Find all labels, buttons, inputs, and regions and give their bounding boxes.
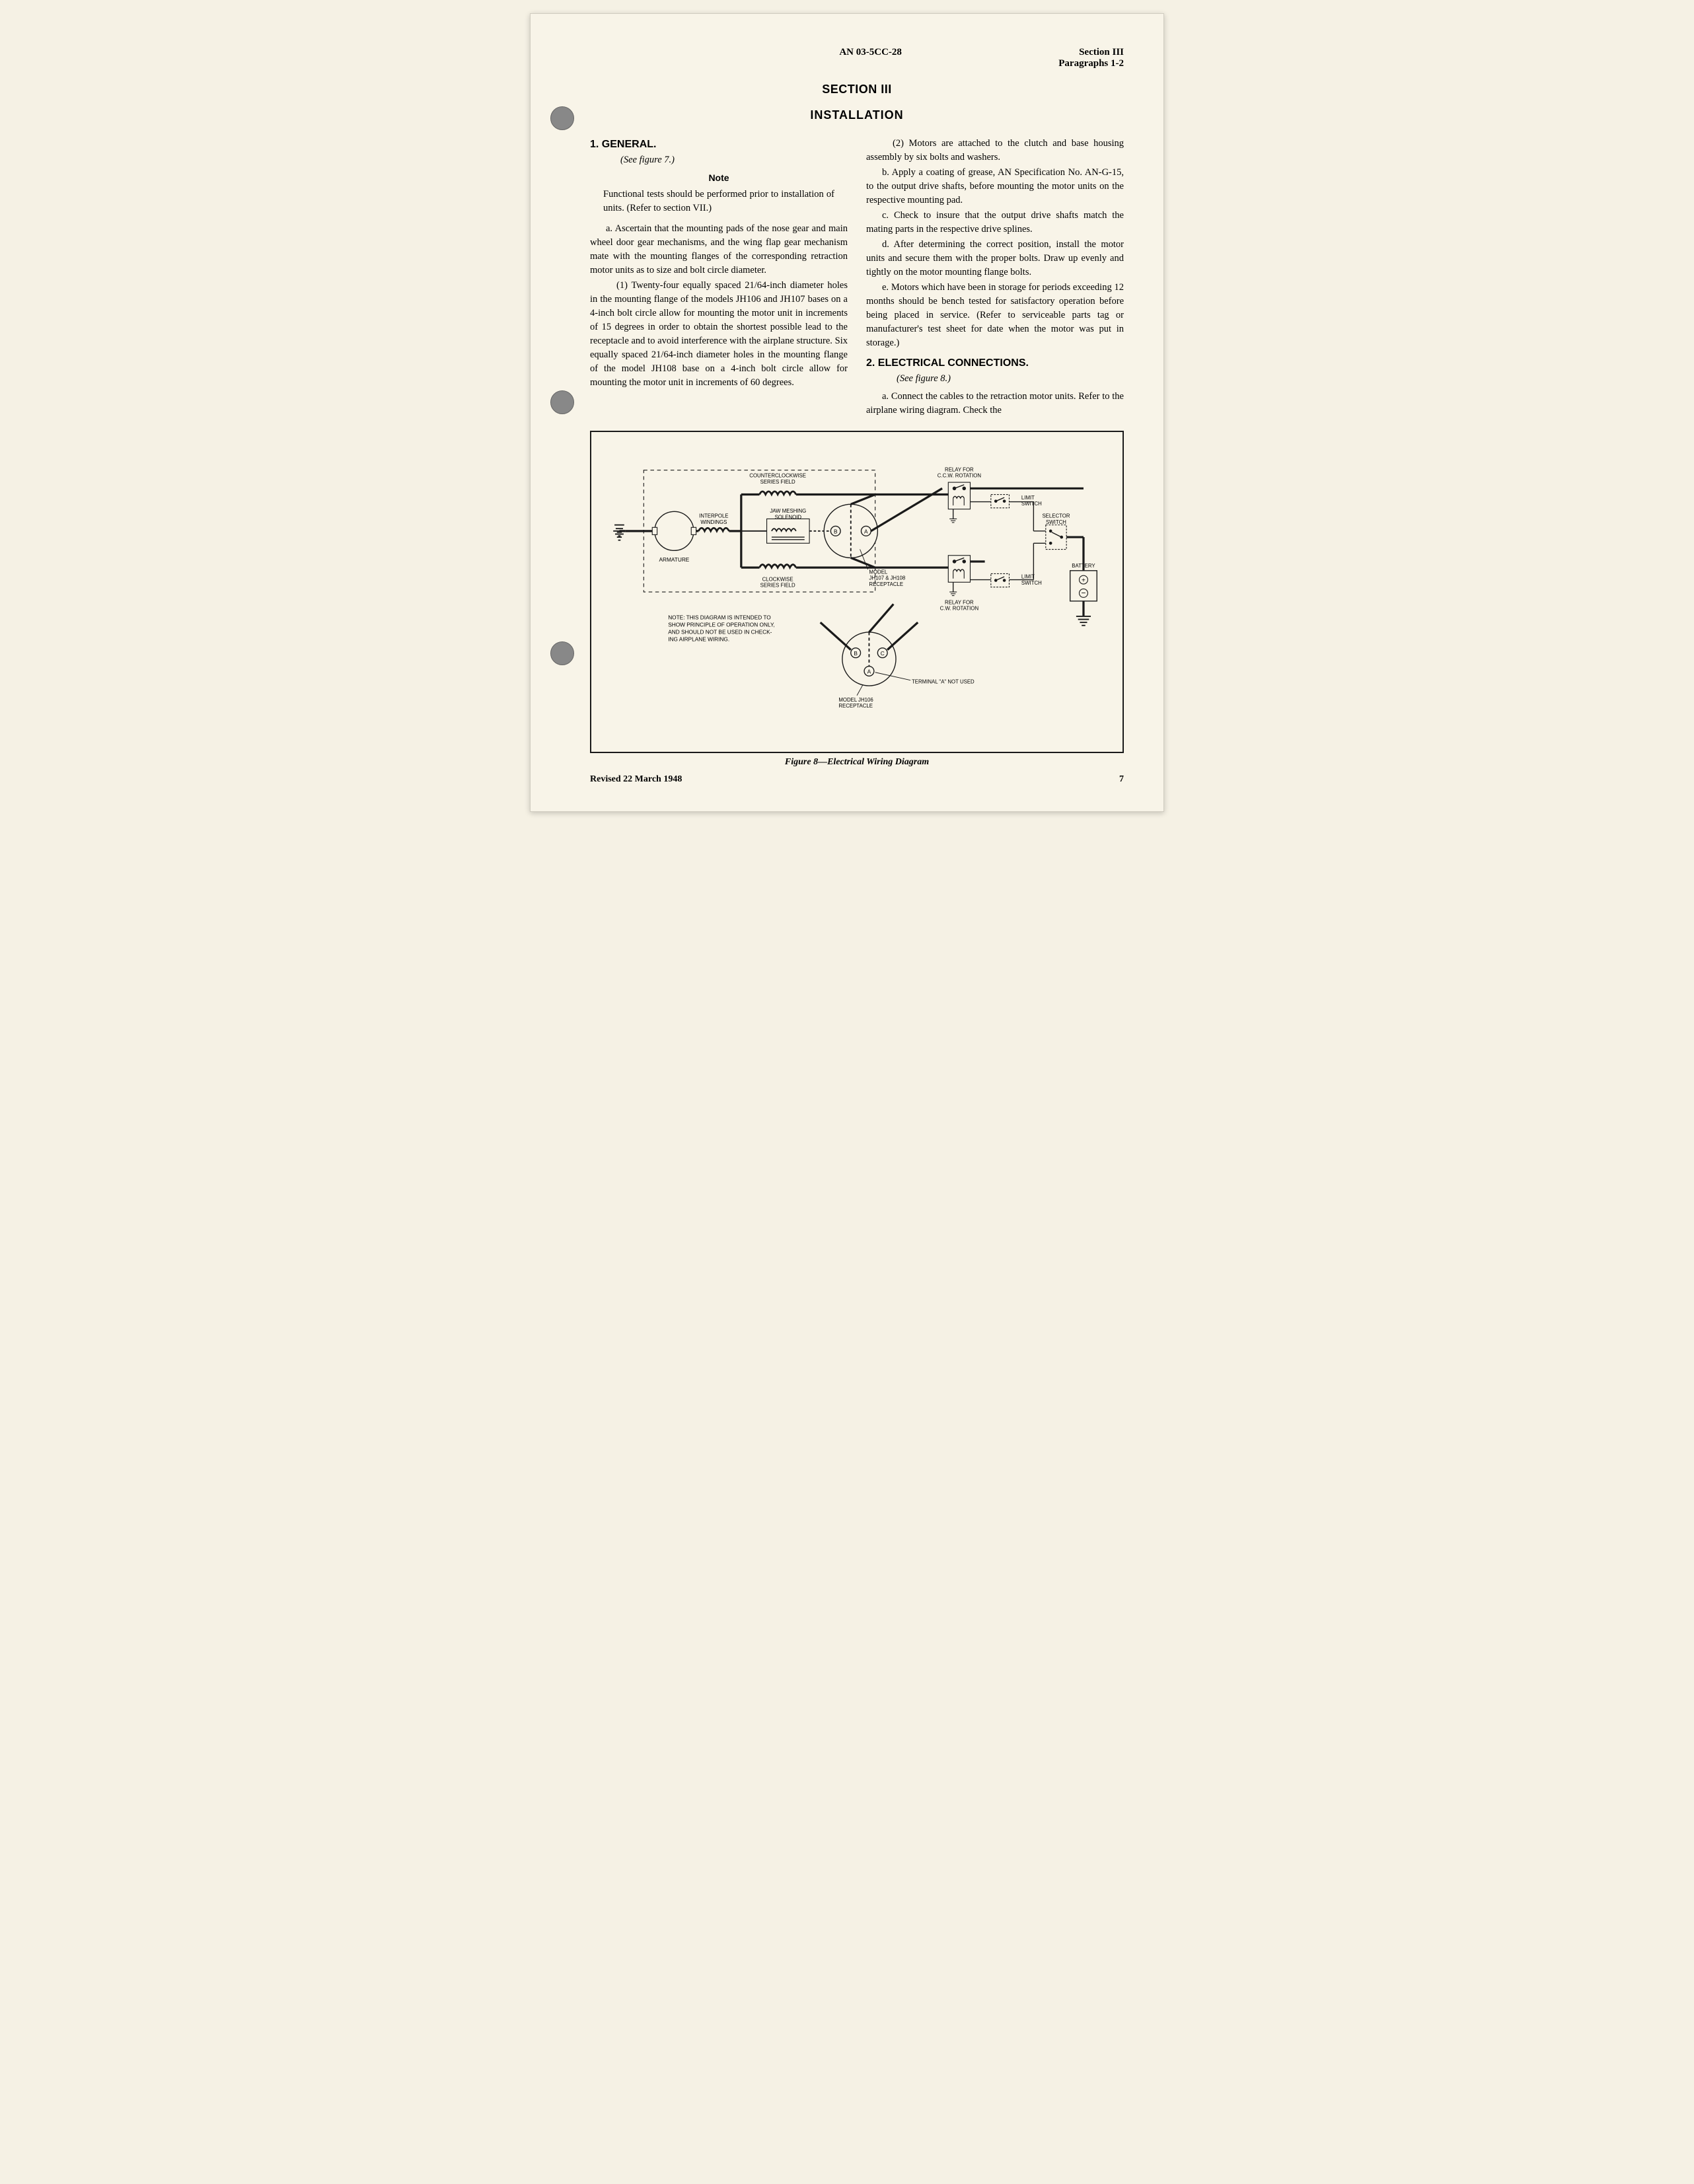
heading-electrical: 2. ELECTRICAL CONNECTIONS. [866, 355, 1124, 371]
label-relay-cw-2: C.W. ROTATION [940, 606, 979, 612]
heading-general: 1. GENERAL. [590, 137, 848, 152]
page-header: AN 03-5CC-28 Section III Paragraphs 1-2 [590, 47, 1124, 69]
binder-hole [550, 641, 574, 665]
label-jaw-1: JAW MESHING [770, 509, 806, 515]
label-model106-2: RECEPTACLE [838, 704, 873, 710]
label-limit-1a: LIMIT [1021, 495, 1035, 501]
document-number: AN 03-5CC-28 [682, 47, 1058, 58]
label-relay-ccw-1: RELAY FOR [945, 467, 974, 473]
header-section-info: Section III Paragraphs 1-2 [1058, 47, 1124, 69]
label-model107-3: RECEPTACLE [869, 581, 903, 587]
label-interpole-2: WINDINGS [700, 519, 727, 525]
figure-8-box: ARMATURE INTERPOLE WINDINGS COUNTERCLOCK… [590, 431, 1124, 752]
label-selector-1: SELECTOR [1042, 513, 1070, 519]
svg-text:B: B [834, 528, 838, 535]
installation-title: INSTALLATION [590, 108, 1124, 122]
label-cw-2: SERIES FIELD [760, 583, 795, 589]
body-columns: 1. GENERAL. (See figure 7.) Note Functio… [590, 137, 1124, 418]
document-page: AN 03-5CC-28 Section III Paragraphs 1-2 … [530, 13, 1164, 812]
label-terminal-a: TERMINAL "A" NOT USED [912, 679, 975, 685]
note-heading: Note [590, 171, 848, 184]
label-ccw-1: COUNTERCLOCKWISE [749, 473, 806, 479]
label-armature: ARMATURE [659, 556, 689, 563]
svg-text:A: A [864, 528, 868, 535]
diag-note-2: SHOW PRINCIPLE OF OPERATION ONLY, [668, 622, 775, 628]
diag-note-3: AND SHOULD NOT BE USED IN CHECK- [668, 629, 772, 636]
diag-note-1: NOTE: THIS DIAGRAM IS INTENDED TO [668, 614, 771, 621]
page-footer: Revised 22 March 1948 7 [590, 774, 1124, 785]
label-model106-1: MODEL JH106 [838, 697, 873, 703]
label-interpole-1: INTERPOLE [699, 513, 728, 519]
svg-text:+: + [1082, 577, 1086, 585]
label-relay-cw-1: RELAY FOR [945, 600, 974, 606]
binder-hole [550, 390, 574, 414]
binder-hole [550, 106, 574, 130]
label-cw-1: CLOCKWISE [762, 577, 793, 583]
label-ccw-2: SERIES FIELD [760, 479, 795, 485]
para-a1: (1) Twenty-four equally spaced 21/64-inc… [590, 279, 848, 390]
page-number: 7 [1119, 774, 1124, 785]
wiring-diagram: ARMATURE INTERPOLE WINDINGS COUNTERCLOCK… [607, 452, 1107, 732]
diag-note-4: ING AIRPLANE WIRING. [668, 636, 729, 643]
see-figure-7: (See figure 7.) [620, 153, 848, 167]
label-selector-2: SWITCH [1046, 519, 1066, 525]
section-title: SECTION III [590, 83, 1124, 96]
para-c: c. Check to insure that the output drive… [866, 209, 1124, 237]
label-model107-1: MODEL [869, 569, 887, 575]
svg-text:C: C [881, 650, 885, 657]
revised-date: Revised 22 March 1948 [590, 774, 682, 785]
label-jaw-2: SOLENOID [775, 515, 802, 521]
svg-text:−: − [1081, 589, 1086, 598]
label-limit-2b: SWITCH [1021, 580, 1042, 586]
label-model107-2: JH107 & JH108 [869, 575, 905, 581]
svg-text:A: A [867, 669, 871, 675]
paragraphs-label: Paragraphs 1-2 [1058, 58, 1124, 69]
note-body: Functional tests should be performed pri… [603, 188, 834, 215]
para-d: d. After determining the correct positio… [866, 238, 1124, 279]
para-a: a. Ascertain that the mounting pads of t… [590, 222, 848, 277]
label-limit-2a: LIMIT [1021, 574, 1035, 580]
para-a2: (2) Motors are attached to the clutch an… [866, 137, 1124, 164]
see-figure-8: (See figure 8.) [897, 372, 1124, 386]
svg-text:B: B [854, 650, 858, 657]
para-e: e. Motors which have been in storage for… [866, 281, 1124, 350]
para-b: b. Apply a coating of grease, AN Specifi… [866, 166, 1124, 207]
section-label: Section III [1058, 47, 1124, 58]
label-relay-ccw-2: C.C.W. ROTATION [938, 473, 982, 479]
figure-caption: Figure 8—Electrical Wiring Diagram [590, 757, 1124, 768]
para-elec-a: a. Connect the cables to the retraction … [866, 390, 1124, 418]
